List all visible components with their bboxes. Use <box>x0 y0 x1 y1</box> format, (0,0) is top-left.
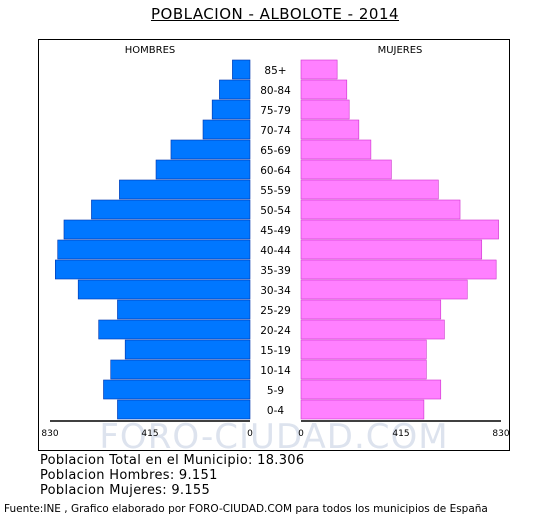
men-bar-85+ <box>232 59 251 80</box>
source-note: Fuente:INE , Grafico elaborado por FORO-… <box>4 503 488 515</box>
women-bar-10-14 <box>300 359 427 380</box>
age-label-50-54: 50-54 <box>260 205 291 217</box>
chart-title-text: POBLACION - ALBOLOTE - 2014 <box>150 5 400 23</box>
women-population-line: Poblacion Mujeres: 9.155 <box>40 483 211 498</box>
women-bar-60-64 <box>300 159 392 180</box>
age-label-85+: 85+ <box>264 65 286 77</box>
men-bar-60-64 <box>155 159 251 180</box>
men-bar-15-19 <box>124 339 251 360</box>
age-label-20-24: 20-24 <box>260 325 291 337</box>
women-bar-5-9 <box>300 379 442 400</box>
men-bar-40-44 <box>57 239 251 260</box>
women-bar-85+ <box>300 59 338 80</box>
women-bar-15-19 <box>300 339 427 360</box>
age-label-30-34: 30-34 <box>260 285 291 297</box>
men-bar-50-54 <box>91 199 251 220</box>
men-tick-0: 830 <box>41 429 58 439</box>
men-population-line: Poblacion Hombres: 9.151 <box>40 468 218 483</box>
age-label-0-4: 0-4 <box>267 405 284 417</box>
men-bar-30-34 <box>77 279 251 300</box>
women-bar-75-79 <box>300 99 350 120</box>
age-label-75-79: 75-79 <box>260 105 291 117</box>
women-bar-45-49 <box>300 219 499 240</box>
men-bar-65-69 <box>170 139 251 160</box>
women-bar-0-4 <box>300 399 425 420</box>
age-label-60-64: 60-64 <box>260 165 291 177</box>
men-bar-45-49 <box>63 219 251 240</box>
age-label-10-14: 10-14 <box>260 365 291 377</box>
women-tick-1: 415 <box>392 429 409 439</box>
age-label-80-84: 80-84 <box>260 85 291 97</box>
women-side-label: MUJERES <box>378 45 423 56</box>
age-label-55-59: 55-59 <box>260 185 291 197</box>
men-bar-25-29 <box>117 299 251 320</box>
age-label-15-19: 15-19 <box>260 345 291 357</box>
women-bar-20-24 <box>300 319 445 340</box>
women-tick-0: 0 <box>298 429 304 439</box>
men-bar-75-79 <box>211 99 251 120</box>
women-bar-25-29 <box>300 299 442 320</box>
population-pyramid-chart: FORO-CIUDAD.COM HOMBRES MUJERES 85+ 80-84 75-… <box>41 45 509 450</box>
men-tick-1: 415 <box>141 429 158 439</box>
age-label-70-74: 70-74 <box>260 125 291 137</box>
women-bar-40-44 <box>300 239 483 260</box>
watermark-text: FORO-CIUDAD.COM <box>99 417 448 450</box>
population-totals: Poblacion Total en el Municipio: 18.306 … <box>40 453 304 498</box>
age-label-25-29: 25-29 <box>260 305 291 317</box>
total-population-line: Poblacion Total en el Municipio: 18.306 <box>40 453 305 468</box>
men-bar-5-9 <box>103 379 251 400</box>
pyramid-frame: FORO-CIUDAD.COM HOMBRES MUJERES 85+ 80-84 75-… <box>38 39 510 451</box>
age-label-35-39: 35-39 <box>260 265 291 277</box>
women-bar-70-74 <box>300 119 360 140</box>
women-tick-2: 830 <box>492 429 509 439</box>
men-bar-80-84 <box>219 79 251 100</box>
men-tick-2: 0 <box>247 429 253 439</box>
men-bar-0-4 <box>117 399 251 420</box>
men-bar-20-24 <box>98 319 251 340</box>
women-bar-55-59 <box>300 179 439 200</box>
women-bar-80-84 <box>300 79 348 100</box>
men-bar-55-59 <box>119 179 251 200</box>
age-label-65-69: 65-69 <box>260 145 291 157</box>
age-label-40-44: 40-44 <box>260 245 291 257</box>
men-bar-70-74 <box>202 119 251 140</box>
women-bar-35-39 <box>300 259 497 280</box>
age-label-5-9: 5-9 <box>267 385 284 397</box>
men-bar-35-39 <box>55 259 251 280</box>
age-label-45-49: 45-49 <box>260 225 291 237</box>
chart-title: POBLACION - ALBOLOTE - 2014 <box>0 5 550 23</box>
women-bar-30-34 <box>300 279 468 300</box>
women-bar-50-54 <box>300 199 461 220</box>
men-bar-10-14 <box>110 359 251 380</box>
women-bar-65-69 <box>300 139 372 160</box>
men-side-label: HOMBRES <box>125 45 176 56</box>
